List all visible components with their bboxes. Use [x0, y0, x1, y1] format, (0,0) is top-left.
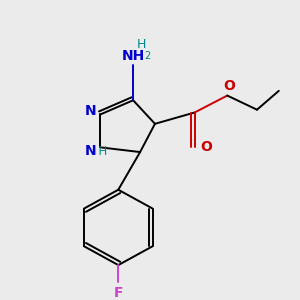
Text: N: N — [85, 103, 96, 118]
Text: F: F — [113, 286, 123, 300]
Text: O: O — [200, 140, 212, 154]
Text: H: H — [91, 145, 107, 158]
Text: 2: 2 — [144, 51, 150, 61]
Text: H: H — [136, 38, 146, 51]
Text: O: O — [223, 79, 235, 93]
Text: N: N — [85, 144, 96, 158]
Text: NH: NH — [122, 49, 145, 63]
